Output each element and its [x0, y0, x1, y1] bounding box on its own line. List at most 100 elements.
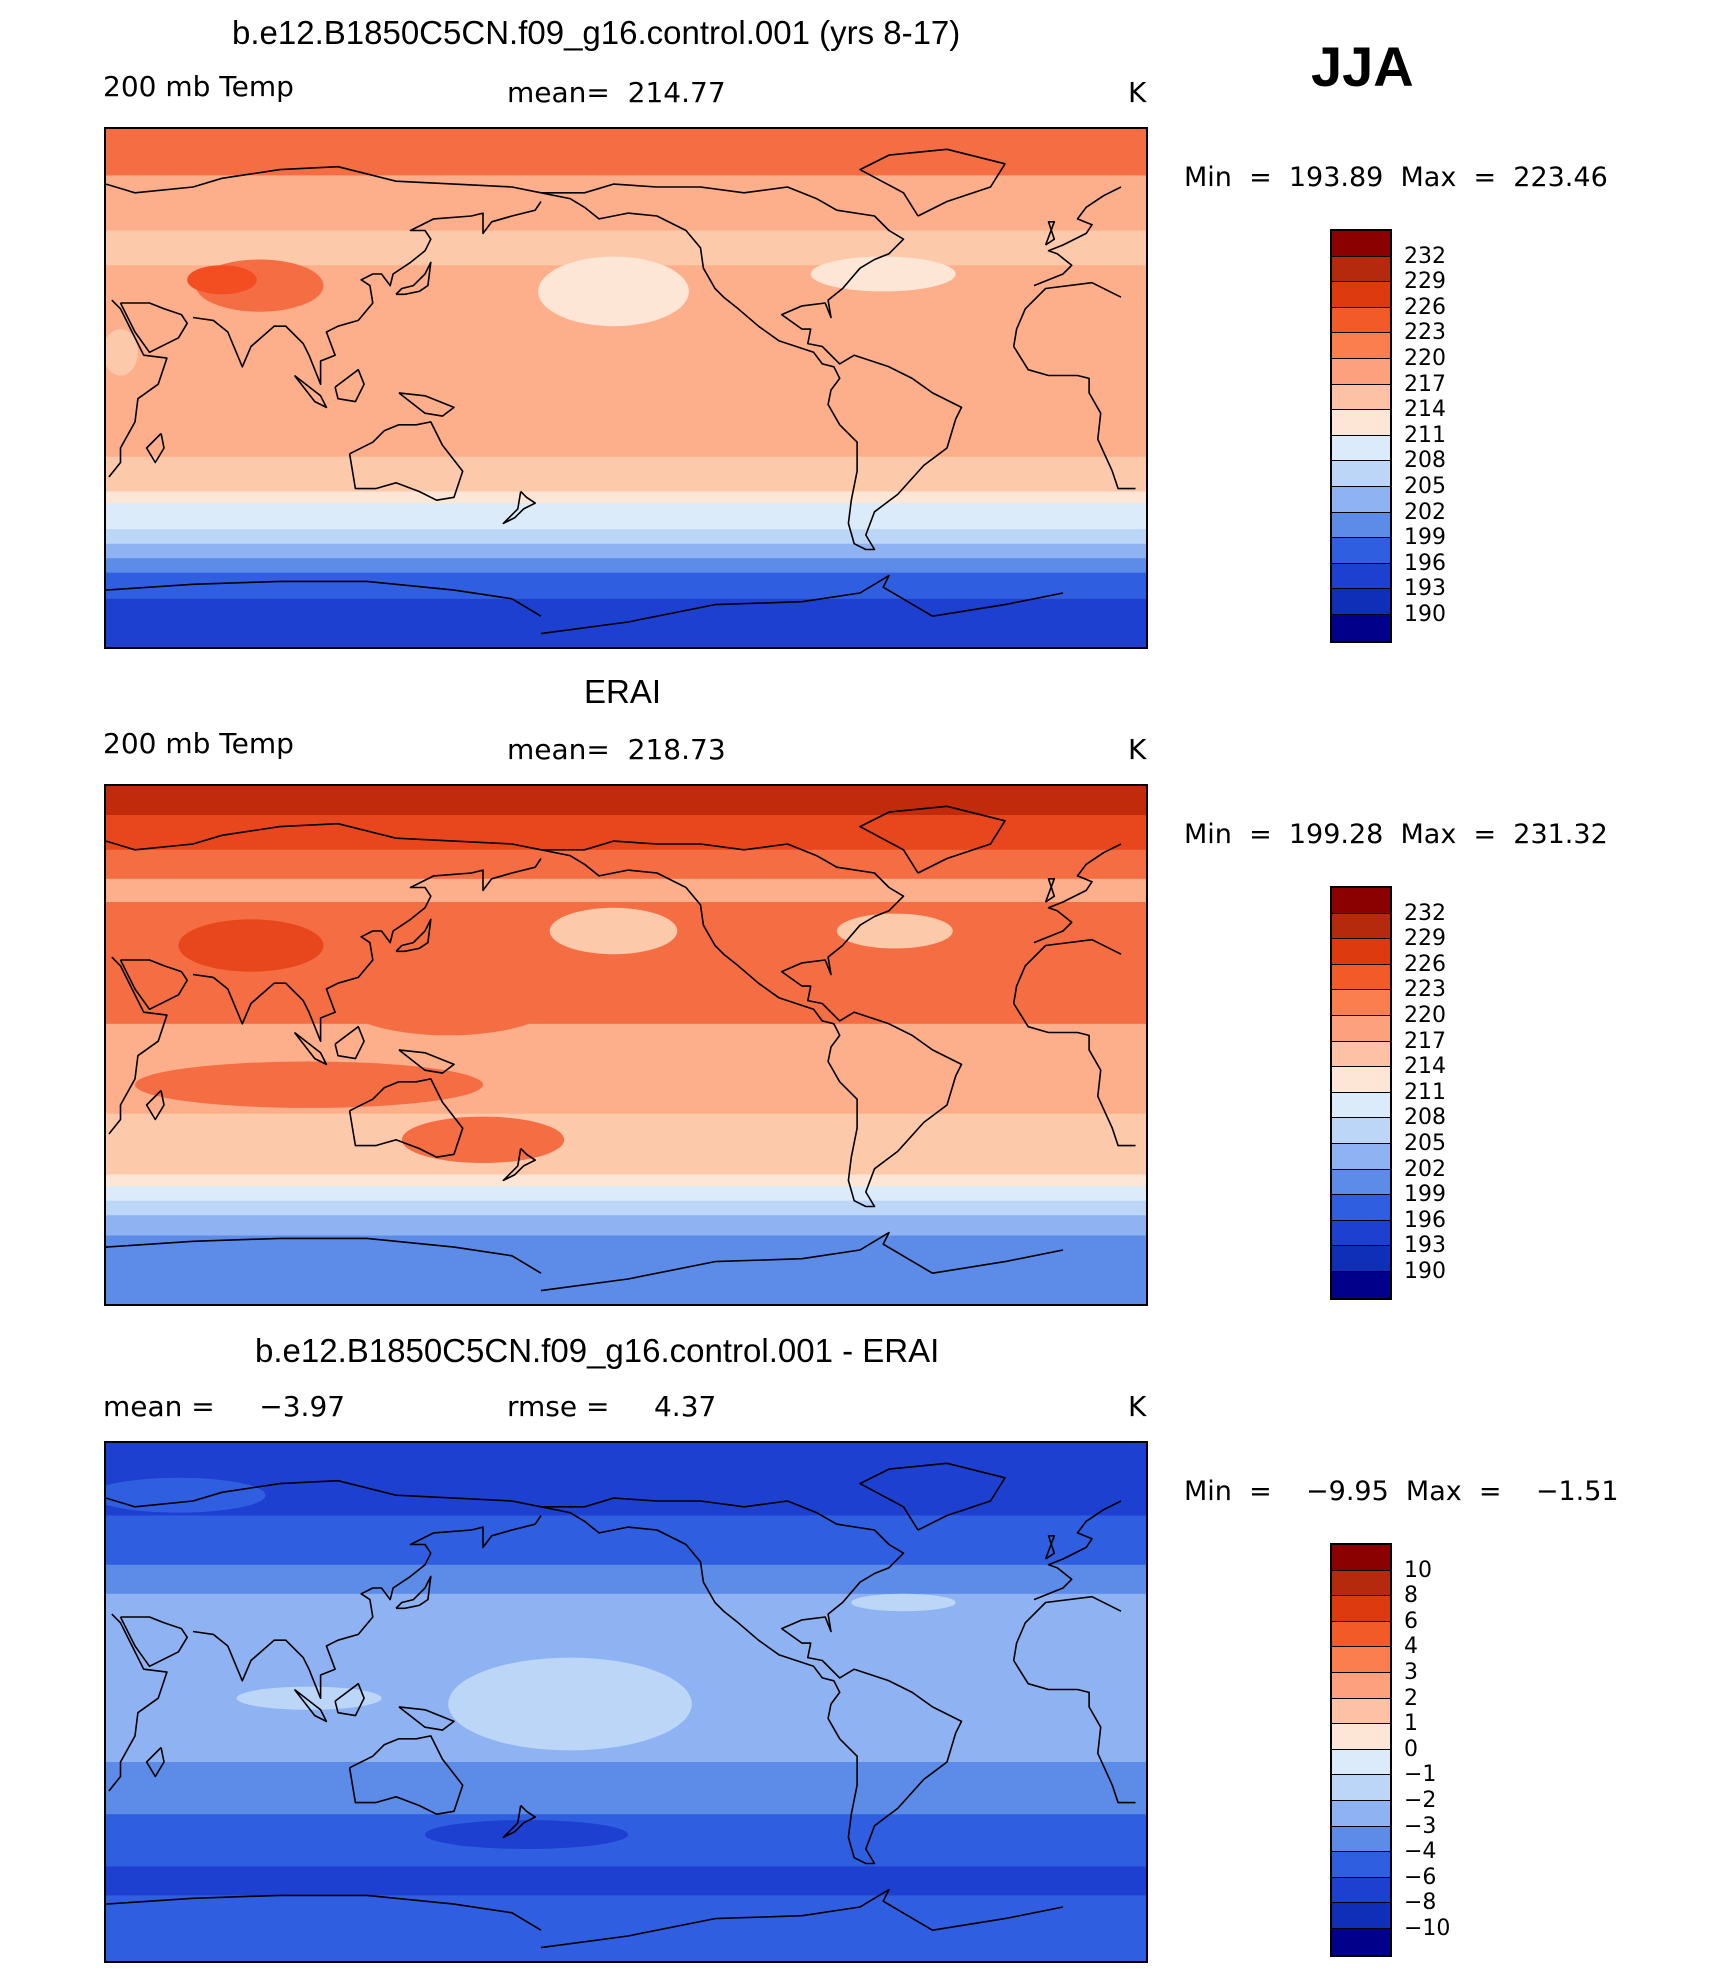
colorbar-swatch	[1332, 461, 1390, 487]
coastline	[1044, 221, 1056, 246]
coastline	[106, 574, 1064, 635]
colorbar-tick-label: 205	[1404, 474, 1446, 499]
contour-band	[106, 1564, 1146, 1595]
coastline	[108, 281, 1136, 490]
colorbar-swatch	[1332, 1271, 1390, 1298]
coastline	[398, 392, 455, 417]
coastline	[192, 201, 542, 385]
coastline	[192, 1515, 542, 1699]
colorbar-tick-label: 217	[1404, 1028, 1446, 1054]
colorbar-tick-label: 193	[1404, 1233, 1446, 1259]
contour-region	[135, 1061, 483, 1108]
colorbar-swatch	[1332, 1621, 1390, 1648]
coastline	[540, 840, 963, 1208]
contour-band	[106, 129, 1146, 177]
coastline	[348, 421, 464, 501]
colorbar-tick-label: 211	[1404, 1079, 1446, 1105]
colorbar-tick-label: 202	[1404, 499, 1446, 525]
contour-band	[106, 572, 1146, 600]
colorbar-tick-label: 208	[1404, 448, 1446, 474]
colorbar-tick-label: 205	[1404, 1131, 1446, 1156]
colorbar-tick-label: 193	[1404, 576, 1446, 602]
panel2-title: ERAI	[584, 673, 662, 710]
coastline	[119, 1616, 188, 1668]
coastline	[395, 1575, 432, 1610]
colorbar-swatch	[1332, 913, 1390, 940]
colorbar-swatch	[1332, 1246, 1390, 1272]
coastline	[106, 822, 1122, 944]
colorbar-tick-label: 217	[1404, 371, 1446, 397]
colorbar-swatch	[1332, 1169, 1390, 1196]
contour-region	[851, 1593, 956, 1612]
contour-region	[549, 907, 678, 955]
colorbar-tick-label: 202	[1404, 1156, 1446, 1182]
colorbar-swatch	[1332, 1195, 1390, 1221]
contour-region	[106, 1477, 266, 1513]
colorbar-swatch	[1332, 939, 1390, 965]
colorbar-swatch	[1332, 410, 1390, 436]
coastline	[859, 805, 1006, 874]
colorbar-tick-label: 229	[1404, 926, 1446, 952]
colorbar-swatch	[1332, 1903, 1390, 1929]
colorbar-swatch	[1332, 1143, 1390, 1170]
contour-band	[106, 878, 1146, 903]
colorbar-swatch	[1332, 333, 1390, 359]
colorbar-swatch	[1332, 1775, 1390, 1801]
colorbar-tick-label: −1	[1404, 1762, 1437, 1788]
colorbar-tick-label: 196	[1404, 1207, 1446, 1233]
colorbar-swatch	[1332, 1877, 1390, 1904]
coastline	[145, 1746, 165, 1778]
contour-region	[236, 1686, 382, 1710]
colorbar-swatch	[1332, 435, 1390, 462]
panel3-colorbar	[1330, 1543, 1392, 1957]
colorbar-tick-label: −4	[1404, 1839, 1437, 1865]
contour-band	[106, 1814, 1146, 1868]
panel1-colorbar	[1330, 229, 1392, 643]
colorbar-tick-label: 4	[1404, 1634, 1418, 1660]
panel2-units-label: K	[1128, 733, 1147, 766]
colorbar-swatch	[1332, 1928, 1390, 1955]
panel3-map	[104, 1441, 1148, 1963]
coastline	[502, 1804, 536, 1839]
coastline	[502, 490, 536, 525]
coastline	[293, 1688, 328, 1723]
colorbar-tick-label: 8	[1404, 1583, 1418, 1609]
colorbar-swatch	[1332, 1800, 1390, 1827]
colorbar-swatch	[1332, 1724, 1390, 1750]
coastline	[108, 938, 1136, 1147]
map-svg	[106, 1443, 1146, 1961]
panel2-colorbar	[1330, 886, 1392, 1300]
contour-region	[425, 1820, 628, 1849]
colorbar-swatch	[1332, 231, 1390, 257]
coastline	[145, 432, 165, 464]
contour-region	[810, 256, 956, 292]
coastline	[1044, 878, 1056, 903]
contour-band	[106, 1235, 1146, 1304]
contour-band	[106, 1186, 1146, 1202]
coastline	[106, 165, 1122, 287]
panel3-minmax: Min = −9.95 Max = −1.51	[1184, 1476, 1619, 1507]
colorbar-tick-label: −2	[1404, 1788, 1437, 1813]
coastline	[502, 1147, 536, 1182]
colorbar-tick-label: 208	[1404, 1105, 1446, 1131]
colorbar-swatch	[1332, 1698, 1390, 1725]
contour-band	[106, 1866, 1146, 1897]
coastline	[540, 1497, 963, 1865]
panel2-mean-label: mean= 218.73	[507, 733, 726, 766]
contour-band	[106, 1443, 1146, 1517]
colorbar-tick-label: 0	[1404, 1736, 1418, 1762]
panel2-map	[104, 784, 1148, 1306]
panel3-rmse-label: rmse = 4.37	[507, 1390, 717, 1423]
colorbar-tick-label: 223	[1404, 977, 1446, 1003]
colorbar-swatch	[1332, 1749, 1390, 1776]
colorbar-tick-label: 190	[1404, 602, 1446, 627]
map-svg	[106, 786, 1146, 1304]
colorbar-tick-label: 3	[1404, 1660, 1418, 1685]
contour-region	[106, 329, 138, 376]
panel3-title: b.e12.B1850C5CN.f09_g16.control.001 - ER…	[255, 1332, 940, 1369]
coastline	[859, 1462, 1006, 1531]
contour-band	[106, 1762, 1146, 1816]
contour-band	[106, 1215, 1146, 1237]
coastline	[293, 374, 328, 409]
colorbar-tick-label: −10	[1404, 1916, 1451, 1941]
